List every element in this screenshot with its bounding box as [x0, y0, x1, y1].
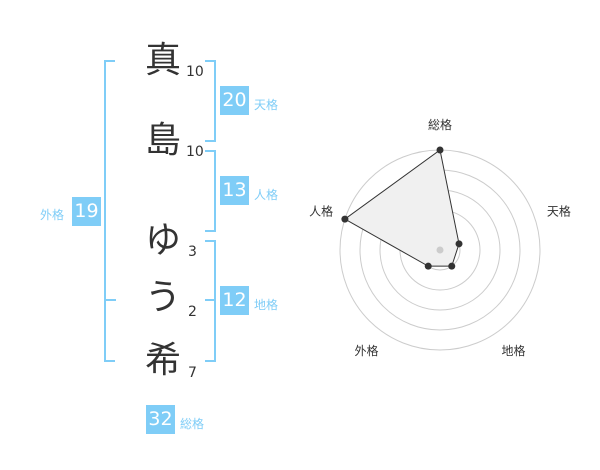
name-char: 島 [144, 120, 181, 161]
radar-point [341, 215, 349, 223]
bracket-tick [106, 299, 116, 301]
jinkaku-label: 人格 [254, 188, 279, 202]
stroke-count: 2 [188, 304, 197, 320]
chikaku-bracket [205, 240, 216, 362]
stroke-count: 10 [186, 64, 204, 80]
soukaku-label: 総格 [180, 417, 205, 431]
radar-center [436, 246, 444, 254]
gaikaku-label: 外格 [40, 208, 65, 222]
stroke-count: 10 [186, 144, 204, 160]
radar-point [436, 146, 444, 154]
name-char: 希 [144, 340, 181, 381]
chikaku-label: 地格 [254, 298, 279, 312]
jinkaku-badge: 13 [220, 176, 249, 205]
stroke-count: 3 [188, 244, 197, 260]
tenkaku-badge: 20 [220, 86, 249, 115]
radar-axis-label: 天格 [547, 203, 571, 218]
radar-point [424, 262, 432, 270]
radar-point [448, 262, 456, 270]
chikaku-badge: 12 [220, 286, 249, 315]
jinkaku-bracket [205, 150, 216, 232]
radar-point [455, 240, 463, 248]
gaikaku-badge: 19 [72, 197, 101, 226]
radar-axis-label: 人格 [309, 203, 333, 218]
tenkaku-bracket [205, 60, 216, 142]
name-char: ゆ [144, 220, 181, 261]
radar-axis-label: 地格 [501, 343, 525, 358]
tenkaku-label: 天格 [254, 98, 279, 112]
name-char: 真 [144, 40, 181, 81]
gaikaku-bracket [104, 60, 115, 362]
name-char: う [144, 277, 181, 318]
bracket-tick [205, 299, 215, 301]
radar-axis-label: 外格 [355, 343, 379, 358]
stroke-count: 7 [188, 365, 197, 381]
soukaku-badge: 32 [146, 405, 175, 434]
radar-area [343, 149, 460, 267]
radar-axis-label: 総格 [428, 117, 452, 132]
